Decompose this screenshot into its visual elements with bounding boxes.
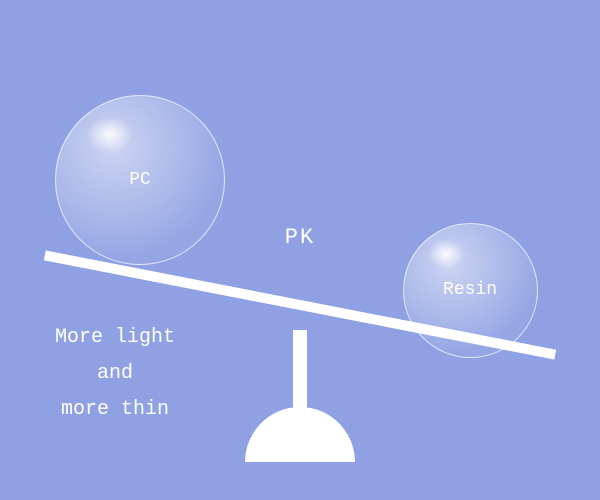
sphere-resin-label: Resin	[443, 280, 497, 300]
tagline: More light and more thin	[55, 320, 175, 428]
sphere-pc-label: PC	[129, 170, 151, 190]
sphere-resin: Resin	[403, 223, 538, 358]
diagram-canvas: PK PC Resin More light and more thin	[0, 0, 600, 500]
seesaw-pivot	[293, 330, 307, 410]
sphere-pc: PC	[55, 95, 225, 265]
tagline-line3: more thin	[55, 392, 175, 428]
tagline-line1: More light	[55, 320, 175, 356]
seesaw-base	[245, 407, 355, 462]
tagline-line2: and	[55, 356, 175, 392]
center-label: PK	[285, 225, 315, 250]
